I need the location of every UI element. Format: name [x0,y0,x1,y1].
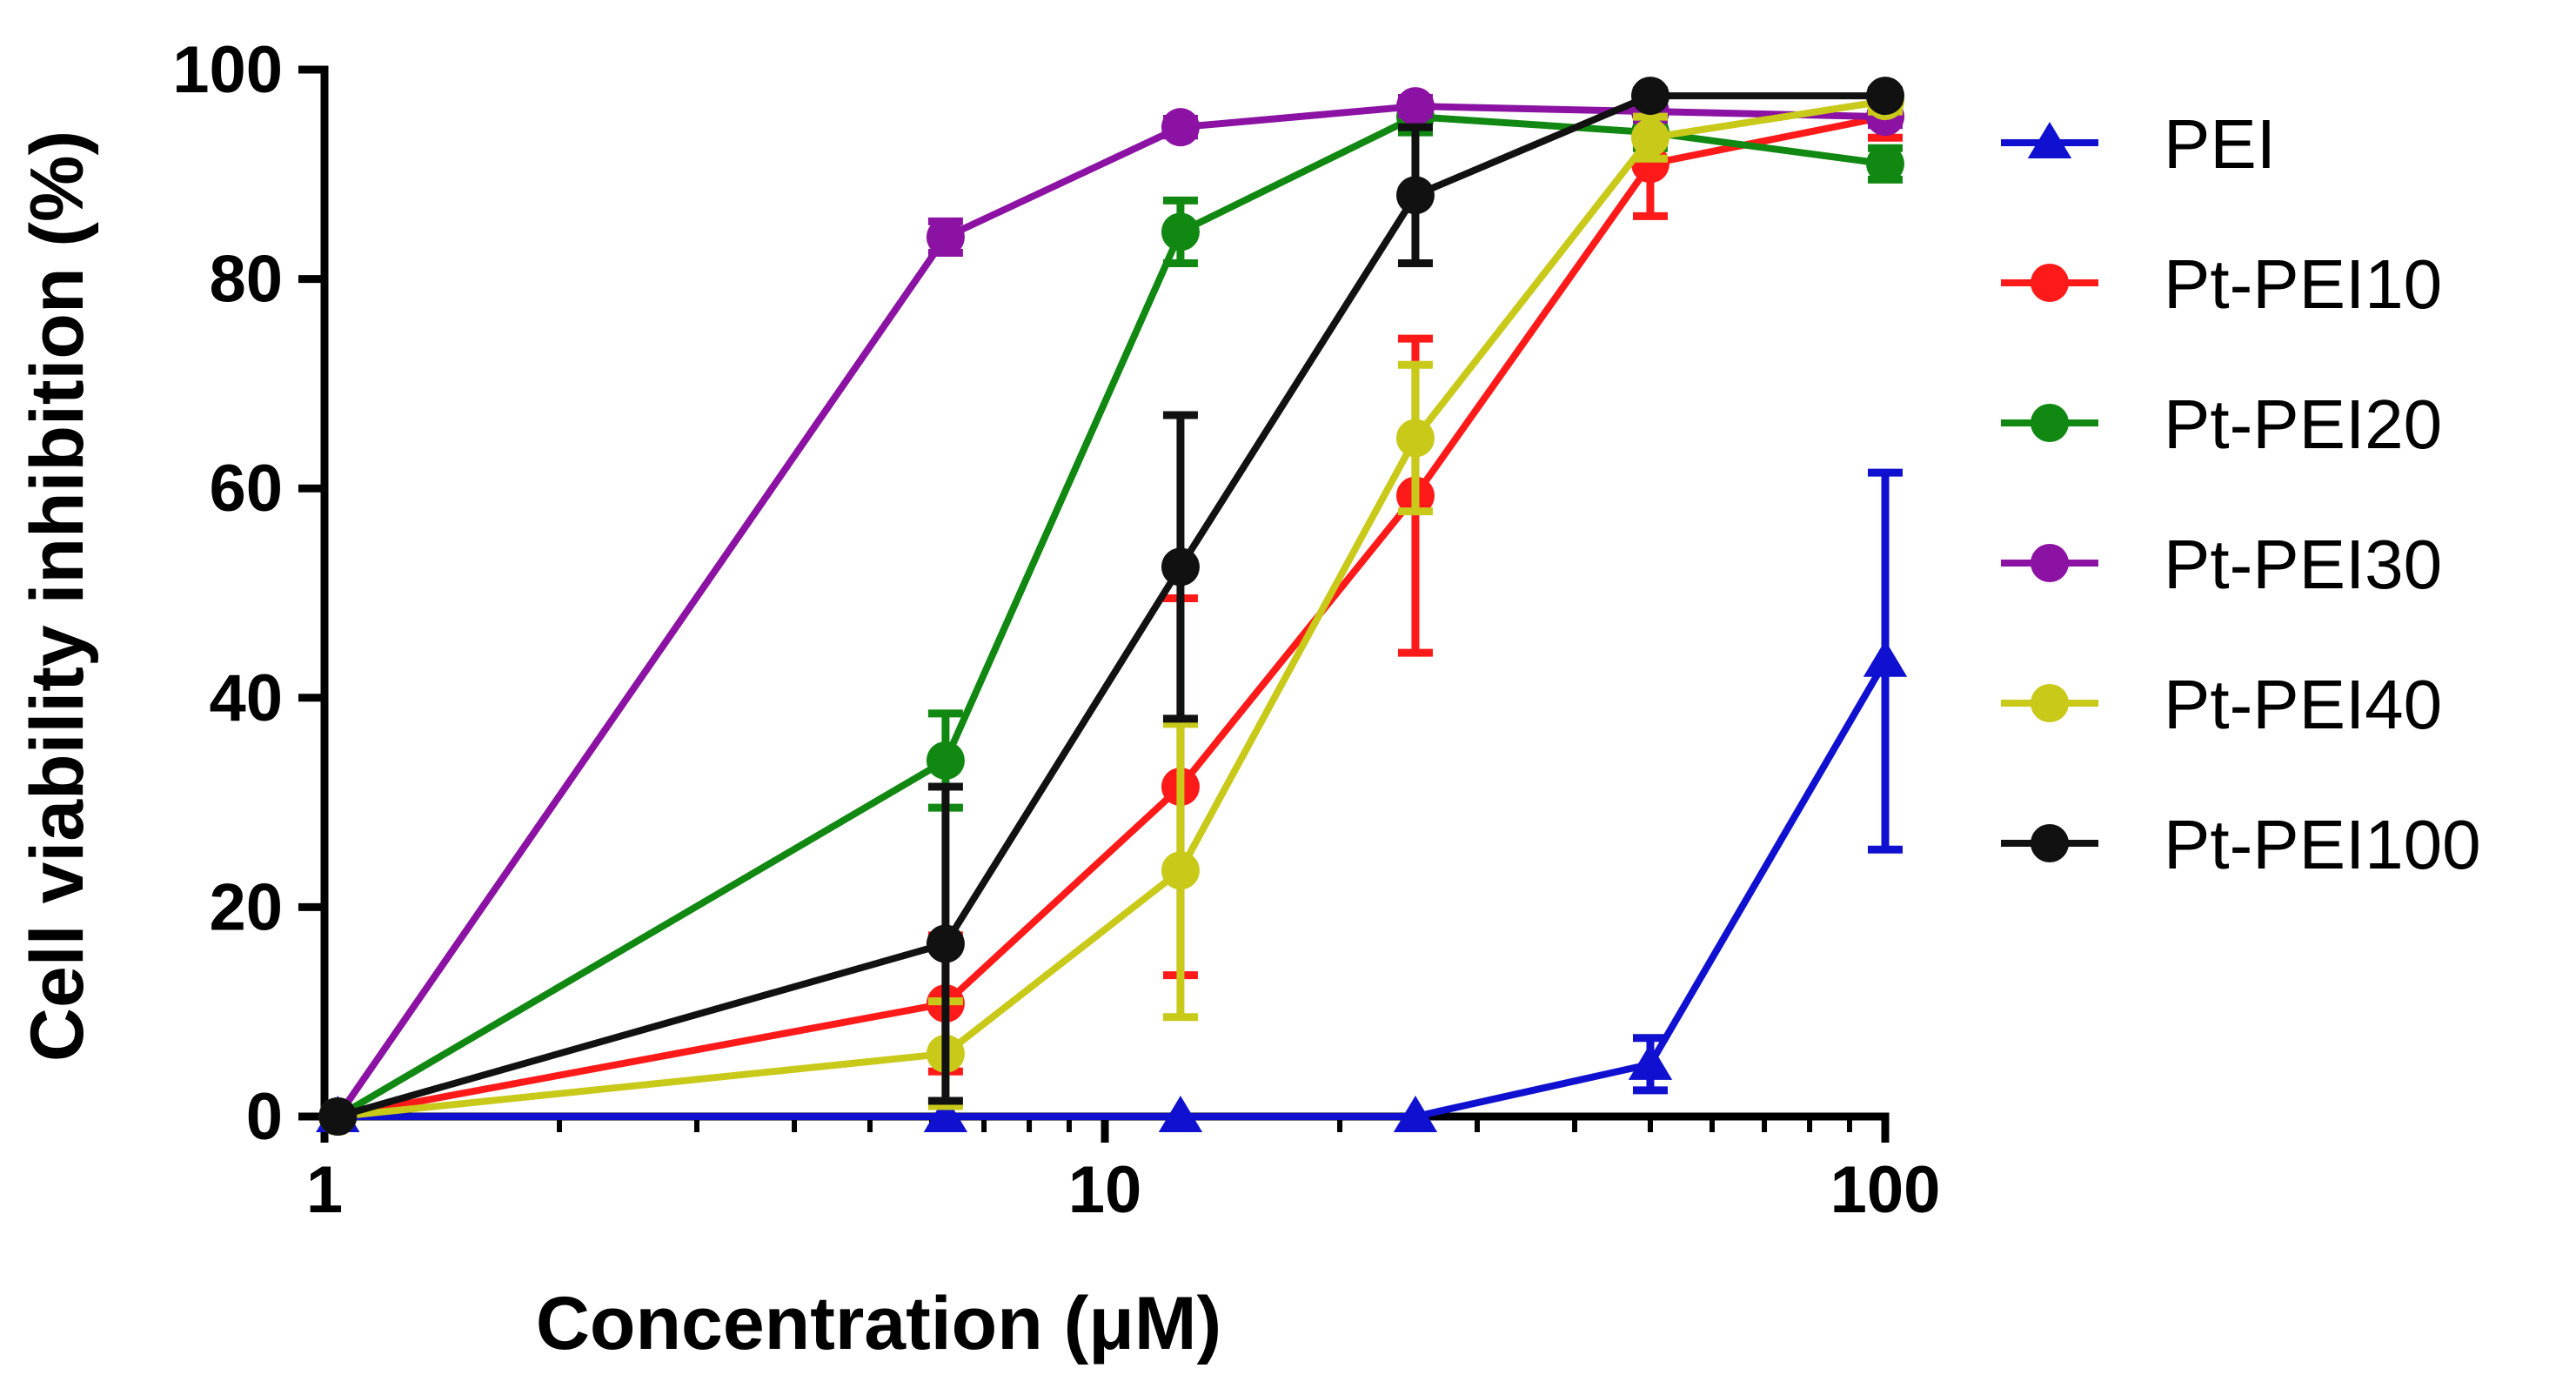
data-point [1863,640,1908,677]
x-axis-title: Concentration (μM) [536,1282,1221,1365]
data-point [1395,419,1435,458]
data-point [1161,212,1200,252]
series-line [338,659,1889,1120]
legend-item-pt-pei40: Pt-PEI40 [2001,666,2442,743]
data-point [1161,108,1200,147]
legend-item-pt-pei100: Pt-PEI100 [2001,806,2481,883]
data-point [1393,1096,1438,1132]
y-tick-label: 100 [172,33,283,107]
data-point [318,1097,358,1136]
legend-item-pt-pei20: Pt-PEI20 [2001,386,2442,463]
data-point [1395,87,1435,126]
data-point [926,924,965,963]
series-pt-pei30 [318,87,1904,1136]
x-axis: 1 10 100 [306,1112,1941,1227]
legend-label: Pt-PEI10 [2164,245,2442,323]
legend-marker [2031,684,2069,722]
data-point [1161,851,1200,890]
data-point [1866,144,1904,184]
legend-marker [2031,264,2069,302]
x-tick-label: 10 [1068,1153,1142,1227]
legend-label: Pt-PEI20 [2164,386,2442,463]
y-tick-label: 60 [209,452,283,526]
legend-marker [2027,122,2072,158]
legend-marker [2031,824,2069,862]
series-line [336,113,1886,1120]
series-line [334,103,1886,1119]
series-pt-pei10 [318,91,1904,1136]
series-pei [316,468,1908,1132]
data-point [1158,1096,1203,1132]
y-tick-label: 80 [209,243,283,317]
series-line [337,113,1886,1120]
data-point [926,218,965,257]
data-point [1628,1043,1673,1080]
y-axis: 0 20 40 60 80 100 [172,33,329,1154]
data-point [1866,77,1904,116]
series-pt-pei20 [318,97,1904,1136]
x-tick-label: 100 [1830,1153,1941,1227]
legend-item-pt-pei10: Pt-PEI10 [2001,245,2442,323]
y-tick-label: 40 [209,661,283,735]
legend-marker [2031,404,2069,442]
series-line [337,92,1885,1120]
data-point [926,741,965,780]
legend-marker [2031,544,2069,582]
legend-item-pt-pei30: Pt-PEI30 [2001,526,2442,603]
series-layer [316,77,1908,1136]
data-point [1630,77,1669,116]
legend: PEI Pt-PEI10 Pt-PEI20 Pt-PEI30 Pt-PEI40 Pt-PE… [2001,105,2481,883]
series-line [337,97,1886,1120]
data-point [923,1096,968,1132]
x-tick-label: 1 [306,1153,343,1227]
series-pt-pei100 [318,77,1904,1136]
legend-label: Pt-PEI30 [2164,526,2442,603]
legend-label: Pt-PEI40 [2164,666,2442,743]
data-point [1630,118,1669,158]
data-point [1395,176,1435,215]
y-axis-title: Cell viability inhibition (%) [16,131,99,1062]
y-tick-label: 0 [246,1080,283,1154]
legend-label: Pt-PEI100 [2164,806,2481,883]
legend-item-pei: PEI [2001,105,2276,183]
legend-label: PEI [2164,105,2276,183]
series-pt-pei40 [318,82,1904,1136]
data-point [1161,547,1200,587]
y-tick-label: 20 [209,870,283,944]
